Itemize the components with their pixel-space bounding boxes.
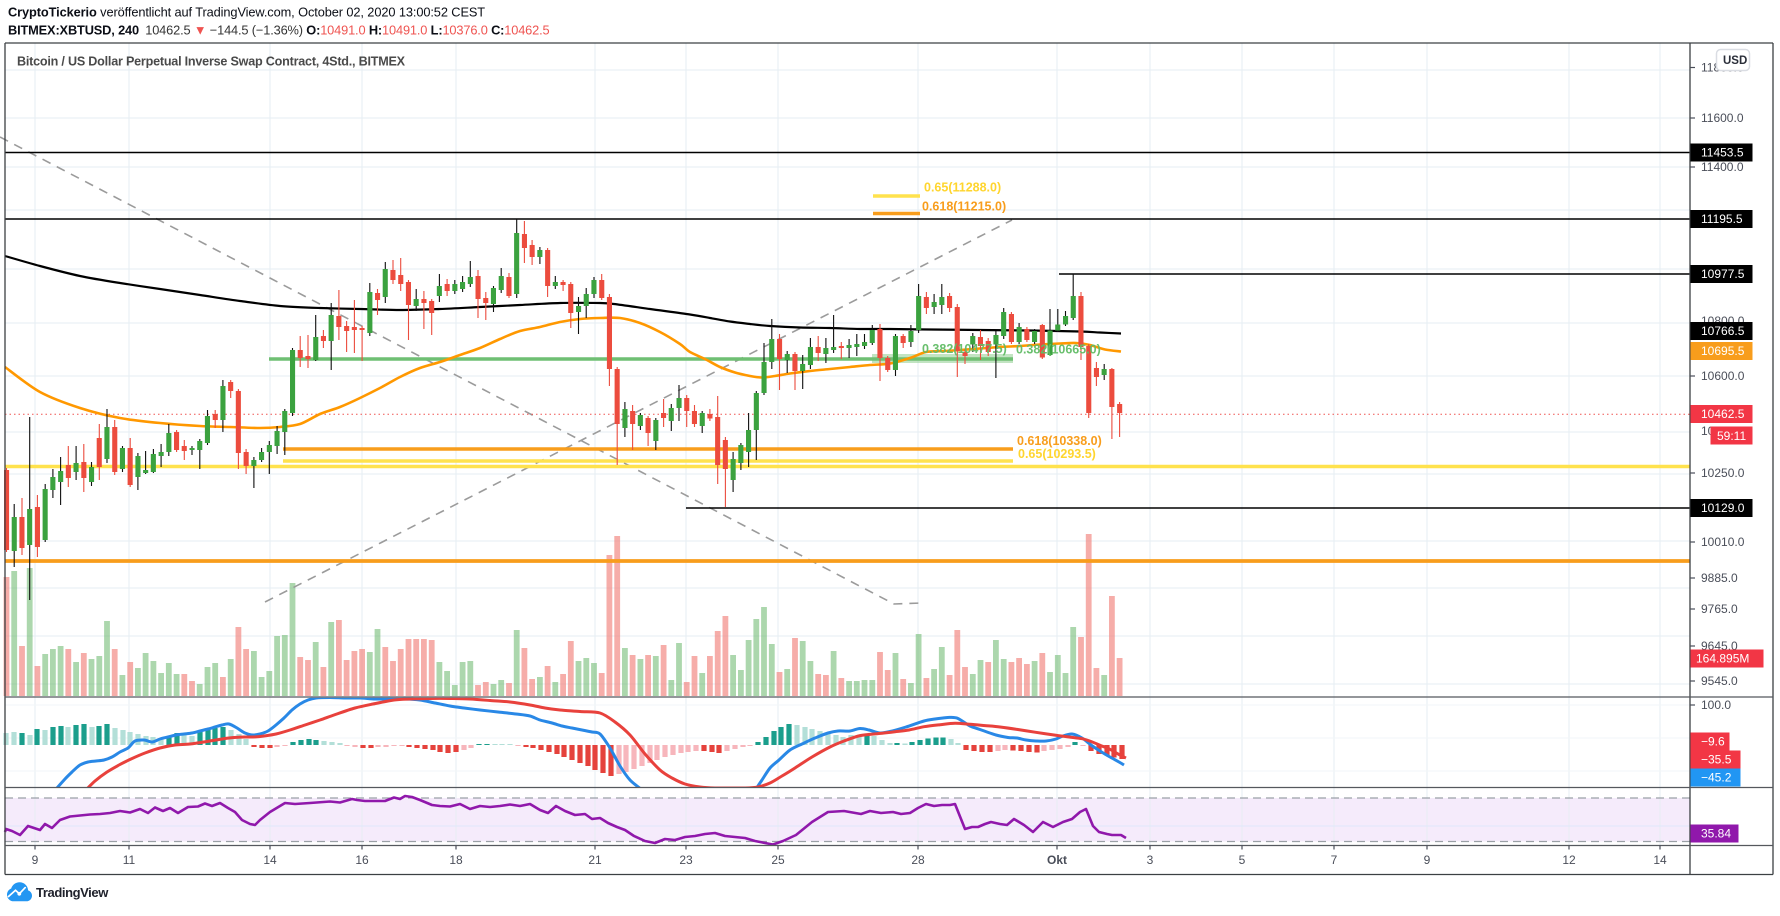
svg-text:9: 9 xyxy=(32,853,39,867)
svg-text:9545.0: 9545.0 xyxy=(1701,674,1738,688)
svg-text:CryptoTickerio veröffentlicht: CryptoTickerio veröffentlicht auf Tradin… xyxy=(8,5,485,20)
svg-text:−9.6: −9.6 xyxy=(1701,735,1725,749)
svg-text:14: 14 xyxy=(263,853,277,867)
svg-text:0.618(11215.0): 0.618(11215.0) xyxy=(922,200,1006,214)
svg-text:BITMEX:XBTUSD, 240 10462.5 ▼ −: BITMEX:XBTUSD, 240 10462.5 ▼ −144.5 (−1.… xyxy=(8,23,550,38)
svg-text:10250.0: 10250.0 xyxy=(1701,466,1745,480)
svg-text:35.84: 35.84 xyxy=(1701,827,1731,841)
svg-text:10010.0: 10010.0 xyxy=(1701,535,1745,549)
svg-text:12: 12 xyxy=(1562,853,1576,867)
svg-text:100.0: 100.0 xyxy=(1701,698,1731,712)
svg-text:10695.5: 10695.5 xyxy=(1701,344,1745,358)
svg-text:9: 9 xyxy=(1424,853,1431,867)
svg-text:Okt: Okt xyxy=(1047,853,1067,867)
svg-text:0.65(11288.0): 0.65(11288.0) xyxy=(924,181,1001,195)
svg-text:14: 14 xyxy=(1653,853,1667,867)
svg-text:28: 28 xyxy=(911,853,925,867)
svg-text:9885.0: 9885.0 xyxy=(1701,571,1738,585)
svg-text:11453.5: 11453.5 xyxy=(1701,146,1744,160)
svg-text:11: 11 xyxy=(123,853,136,867)
svg-text:10600.0: 10600.0 xyxy=(1701,369,1745,383)
svg-text:USD: USD xyxy=(1723,55,1747,67)
svg-text:11400.0: 11400.0 xyxy=(1701,160,1744,174)
svg-text:11195.5: 11195.5 xyxy=(1701,212,1743,226)
svg-text:21: 21 xyxy=(588,853,602,867)
svg-text:10977.5: 10977.5 xyxy=(1701,267,1745,281)
svg-text:18: 18 xyxy=(449,853,463,867)
svg-text:−35.5: −35.5 xyxy=(1701,753,1732,767)
svg-text:0.618(10338.0): 0.618(10338.0) xyxy=(1017,434,1102,448)
svg-text:23: 23 xyxy=(679,853,693,867)
svg-text:0.382(10477.5): 0.382(10477.5) xyxy=(922,342,1007,356)
svg-text:TradingView: TradingView xyxy=(36,885,109,900)
svg-text:0.65(10293.5): 0.65(10293.5) xyxy=(1018,447,1096,461)
svg-text:10766.5: 10766.5 xyxy=(1701,324,1745,338)
svg-text:59:11: 59:11 xyxy=(1717,429,1746,443)
svg-text:9765.0: 9765.0 xyxy=(1701,602,1738,616)
svg-text:16: 16 xyxy=(355,853,369,867)
svg-text:11600.0: 11600.0 xyxy=(1701,111,1744,125)
svg-text:164.895M: 164.895M xyxy=(1696,652,1749,666)
svg-text:−45.2: −45.2 xyxy=(1701,771,1732,785)
svg-text:10462.5: 10462.5 xyxy=(1701,407,1745,421)
svg-text:10129.0: 10129.0 xyxy=(1701,501,1745,515)
svg-text:25: 25 xyxy=(771,853,785,867)
svg-text:Bitcoin / US Dollar Perpetual: Bitcoin / US Dollar Perpetual Inverse Sw… xyxy=(17,55,406,69)
svg-text:3: 3 xyxy=(1147,853,1154,867)
svg-text:0.382(10665.0): 0.382(10665.0) xyxy=(1016,343,1101,357)
svg-text:7: 7 xyxy=(1331,853,1338,867)
svg-text:5: 5 xyxy=(1239,853,1246,867)
